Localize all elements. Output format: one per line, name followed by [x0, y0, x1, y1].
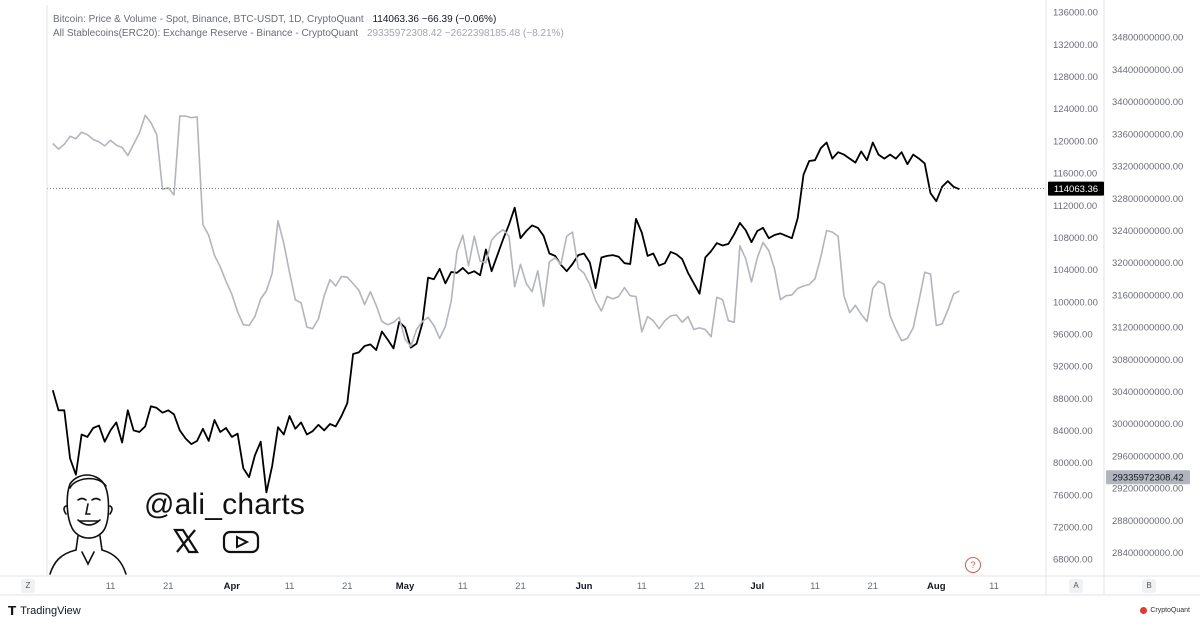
btc-price-line [51, 141, 960, 494]
x-axis-tick-label: 21 [342, 581, 353, 592]
axis-a-button[interactable]: A [1069, 579, 1083, 593]
tradingview-label: TradingView [20, 605, 81, 617]
axis-b-button[interactable]: B [1142, 579, 1156, 593]
x-axis-tick-label: 21 [867, 581, 878, 592]
avatar-sketch [49, 474, 127, 575]
left-axis-tick-label: 76000.00 [1053, 490, 1093, 501]
x-axis-tick-label: Jun [576, 581, 593, 592]
legend-btc-name: Bitcoin: Price & Volume - Spot, Binance,… [53, 14, 364, 25]
x-axis-tick-label: 21 [163, 581, 174, 592]
left-axis-tick-label: 88000.00 [1053, 394, 1093, 405]
right-axis-tick-label: 29200000000.00 [1112, 484, 1183, 495]
cryptoquant-icon [1140, 607, 1148, 614]
x-axis-tick-label: 11 [106, 581, 116, 592]
stablecoin-reserve-line [52, 114, 960, 348]
left-axis-tick-label: 128000.00 [1053, 72, 1098, 83]
x-axis-tick-label: 21 [515, 581, 526, 592]
legend-stablecoins: All Stablecoins(ERC20): Exchange Reserve… [53, 28, 564, 39]
last-price-label: 114063.36 [1054, 184, 1098, 195]
left-axis-tick-label: 84000.00 [1053, 426, 1093, 437]
legend-stable-values: 29335972308.42 −2622398185.48 (−8.21%) [366, 28, 564, 39]
x-axis-tick-label: 21 [694, 581, 705, 592]
left-axis-tick-label: 112000.00 [1053, 201, 1097, 212]
right-axis-tick-label: 32800000000.00 [1112, 194, 1183, 205]
right-axis-tick-label: 33200000000.00 [1112, 162, 1183, 173]
x-axis-tick-label: 11 [637, 581, 647, 592]
left-axis-tick-label: 136000.00 [1053, 8, 1098, 19]
legend-btc: Bitcoin: Price & Volume - Spot, Binance,… [53, 14, 496, 25]
right-axis-tick-label: 30000000000.00 [1112, 419, 1183, 430]
right-axis-tick-label: 30800000000.00 [1112, 355, 1183, 366]
last-stable-label: 29335972308.42 [1112, 473, 1183, 484]
tradingview-icon: 𝗧 [8, 604, 17, 618]
right-axis-tick-label: 31200000000.00 [1112, 323, 1183, 334]
right-axis-tick-label: 32400000000.00 [1112, 226, 1183, 237]
left-axis-tick-label: 124000.00 [1053, 104, 1098, 115]
series-layer [47, 114, 1046, 494]
left-axis-tick-label: 68000.00 [1053, 555, 1093, 566]
right-axis-tick-label: 28800000000.00 [1112, 516, 1183, 527]
x-axis-tick-label: Apr [224, 581, 241, 592]
x-logo-icon[interactable] [172, 528, 200, 554]
right-axis-tick-label: 30400000000.00 [1112, 387, 1183, 398]
handle-text: @ali_charts [144, 488, 306, 521]
x-axis-tick-label: 11 [989, 581, 999, 592]
right-axis-tick-label: 28400000000.00 [1112, 548, 1183, 559]
cryptoquant-label: CryptoQuant [1150, 607, 1190, 614]
legend-stable-name: All Stablecoins(ERC20): Exchange Reserve… [53, 28, 359, 39]
left-axis-tick-label: 108000.00 [1053, 233, 1098, 244]
last-price-tag [1048, 181, 1104, 196]
x-axis-tick-label: Jul [750, 581, 764, 592]
left-axis-tick-label: 120000.00 [1053, 136, 1098, 147]
left-axis-tick-label: 100000.00 [1053, 297, 1098, 308]
tradingview-logo[interactable]: 𝗧 TradingView [8, 604, 81, 618]
right-axis-tick-label: 29600000000.00 [1112, 451, 1183, 462]
right-axis-tick-label: 34400000000.00 [1112, 65, 1183, 76]
cryptoquant-logo: CryptoQuant [1140, 607, 1190, 614]
x-axis-tick-label: Aug [927, 581, 946, 592]
x-axis-tick-label: 11 [458, 581, 468, 592]
zoom-button[interactable]: Z [21, 579, 35, 593]
right-axis-tick-label: 34800000000.00 [1112, 33, 1183, 44]
help-icon[interactable]: ? [965, 557, 981, 573]
left-axis-tick-label: 116000.00 [1053, 169, 1097, 180]
legend-btc-values: 114063.36 −66.39 (−0.06%) [372, 14, 497, 25]
youtube-icon[interactable] [222, 530, 260, 554]
x-axis-tick-label: 11 [285, 581, 295, 592]
right-axis-tick-label: 33600000000.00 [1112, 129, 1183, 140]
x-axis-tick-label: 11 [810, 581, 820, 592]
right-axis-tick-label: 32000000000.00 [1112, 258, 1183, 269]
axes: 136000.00 132000.00 128000.00 124000.00 1200… [0, 0, 1200, 596]
left-axis-tick-label: 92000.00 [1053, 362, 1093, 373]
right-axis-tick-label: 34000000000.00 [1112, 97, 1183, 108]
last-stable-tag [1106, 470, 1190, 485]
left-axis-tick-label: 72000.00 [1053, 522, 1093, 533]
x-axis-tick-label: May [396, 581, 415, 592]
left-axis-tick-label: 132000.00 [1053, 40, 1098, 51]
right-axis-tick-label: 31600000000.00 [1112, 290, 1183, 301]
left-axis-tick-label: 104000.00 [1053, 265, 1098, 276]
left-axis-tick-label: 96000.00 [1053, 329, 1093, 340]
left-axis-tick-label: 80000.00 [1053, 458, 1093, 469]
